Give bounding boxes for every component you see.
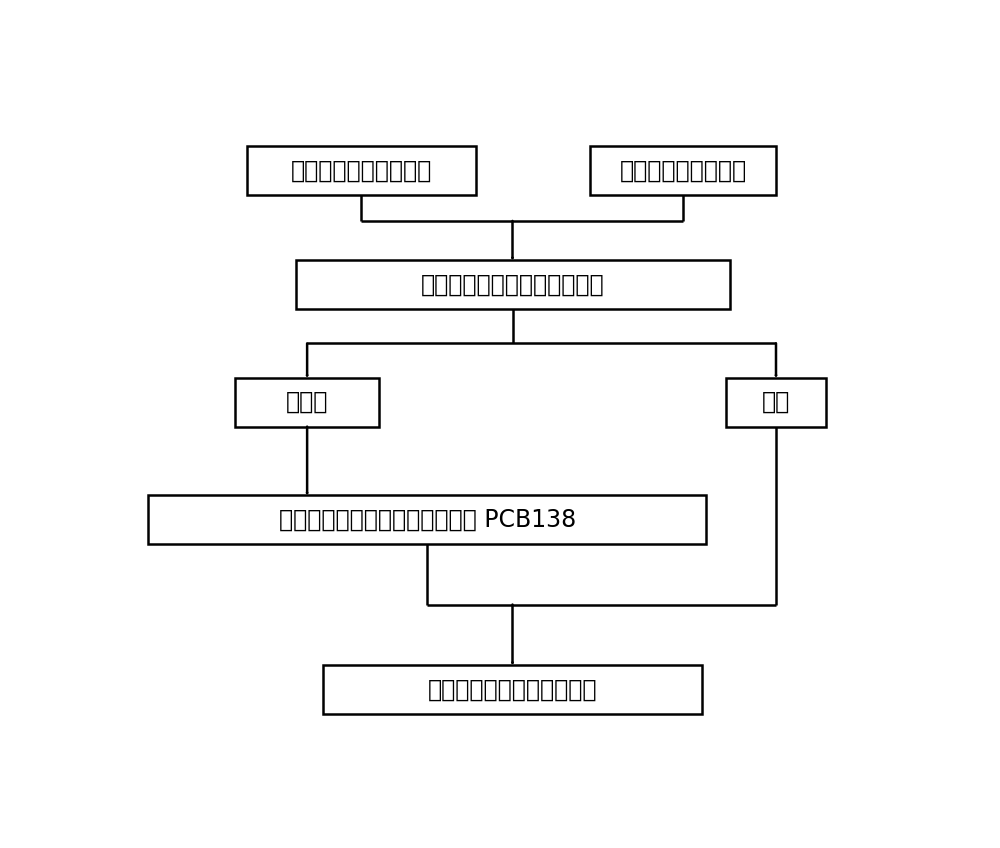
Text: 活化过硫酸钾体系降解洗脱液中 PCB138: 活化过硫酸钾体系降解洗脱液中 PCB138 bbox=[279, 508, 576, 532]
Text: 复合表面活性剂配制: 复合表面活性剂配制 bbox=[619, 159, 747, 182]
Text: 土壤: 土壤 bbox=[762, 390, 790, 414]
Bar bbox=[590, 146, 776, 195]
Bar bbox=[247, 146, 476, 195]
Text: 洗脱液: 洗脱液 bbox=[286, 390, 328, 414]
Text: 污染土壤制备与预处理: 污染土壤制备与预处理 bbox=[291, 159, 432, 182]
Bar bbox=[323, 665, 702, 714]
Text: 洗脱和降解工艺测定与分析: 洗脱和降解工艺测定与分析 bbox=[428, 678, 597, 701]
Text: 复合表面活性剂洗脱污染土壤: 复合表面活性剂洗脱污染土壤 bbox=[421, 272, 604, 297]
Bar bbox=[235, 377, 379, 427]
Bar bbox=[296, 260, 730, 309]
Bar bbox=[726, 377, 826, 427]
Bar bbox=[148, 495, 706, 544]
